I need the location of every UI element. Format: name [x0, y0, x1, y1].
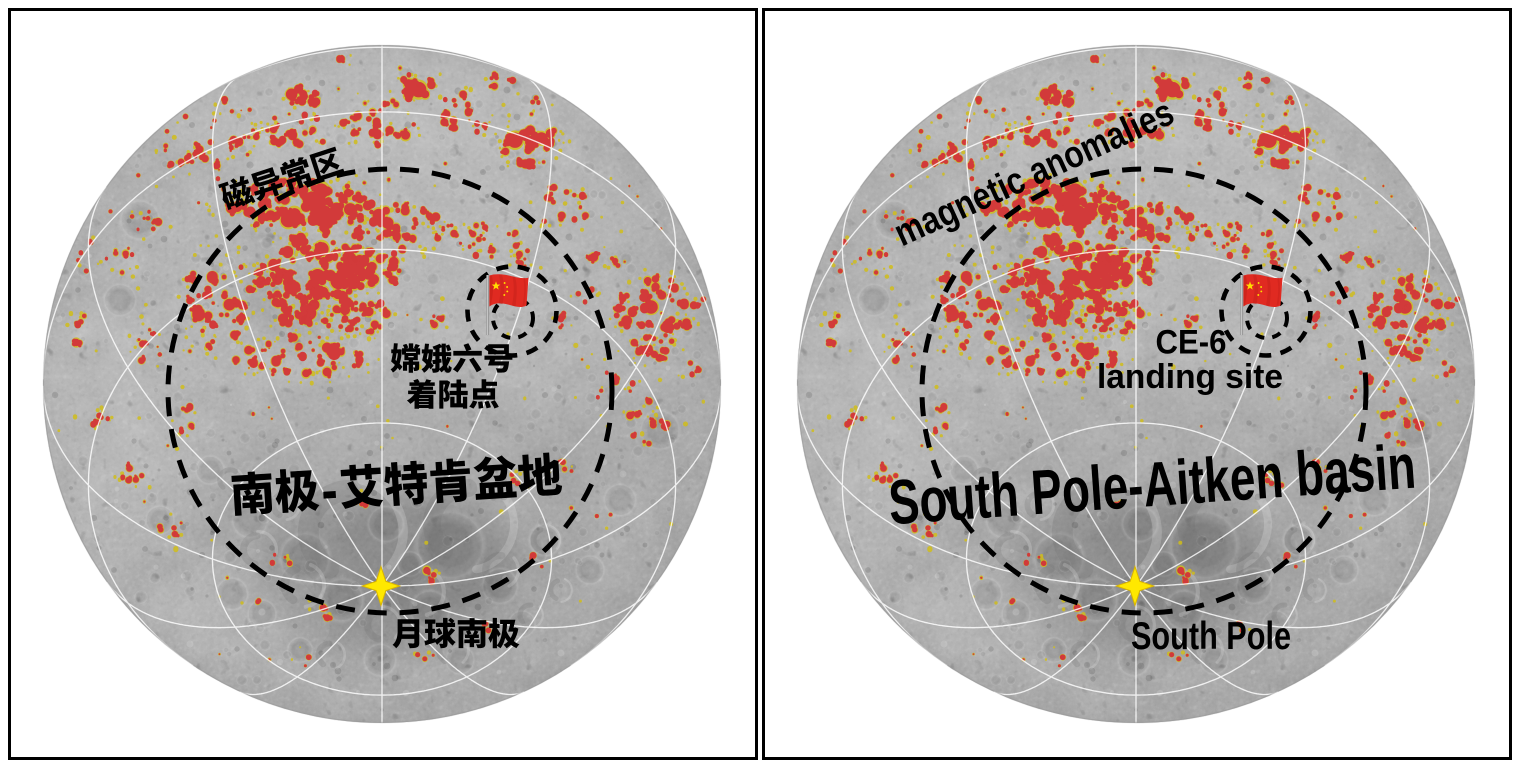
svg-text:CE-6: CE-6 — [1156, 323, 1227, 361]
svg-text:South Pole: South Pole — [1131, 615, 1291, 658]
svg-text:landing site: landing site — [1097, 358, 1283, 396]
